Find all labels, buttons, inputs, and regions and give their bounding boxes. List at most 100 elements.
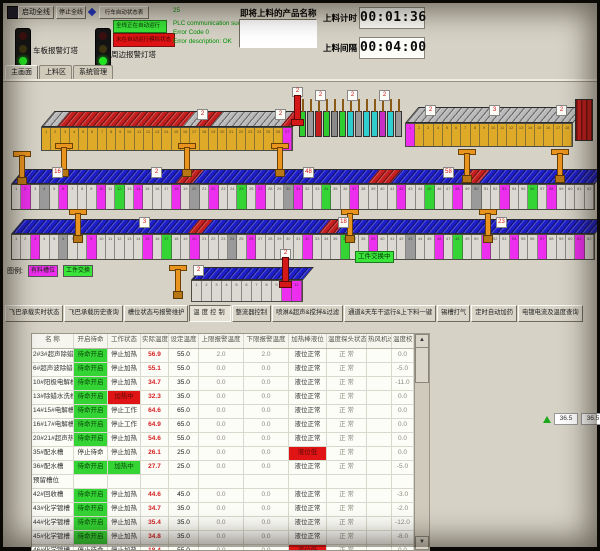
flag-marker: 3 xyxy=(139,217,150,228)
tank-slot: 29 xyxy=(274,235,285,259)
conveyor-end-cap xyxy=(575,99,593,141)
arrow-up-icon[interactable] xyxy=(543,415,551,423)
flag-marker: 2 xyxy=(151,167,162,178)
table-cell: 45#化学镀槽 xyxy=(32,531,74,544)
table-cell[interactable]: 停止加热 xyxy=(108,503,141,516)
tank-slot: 17 xyxy=(190,128,200,150)
bottom-tab[interactable]: 通道&天车干运行&上下料一键 xyxy=(344,305,437,322)
tank-slot: 1 xyxy=(406,124,416,146)
tank-slot: 7 xyxy=(68,235,78,259)
next-product-input[interactable] xyxy=(240,20,320,49)
table-cell: 64.6 xyxy=(141,405,169,418)
table-cell[interactable]: 待命开启 xyxy=(74,517,108,530)
scroll-down-arrow[interactable]: ▼ xyxy=(415,536,429,550)
tank-slot: 11 xyxy=(105,185,116,209)
table-cell[interactable] xyxy=(108,475,141,488)
bottom-tab[interactable]: 电镀电流及温度查询 xyxy=(518,305,583,322)
table-cell[interactable]: 待命开启 xyxy=(74,419,108,432)
stop-line-button[interactable]: 停止全线 xyxy=(56,6,86,19)
loading-interval-label: 上料间隔 xyxy=(323,43,358,53)
tab-system-admin[interactable]: 系统管理 xyxy=(73,65,113,79)
bottom-tab[interactable]: 飞巴承载历史查询 xyxy=(64,305,123,322)
bottom-tab[interactable]: 飞巴承载实时状态 xyxy=(5,305,64,322)
table-cell[interactable]: 待命开启 xyxy=(74,433,108,446)
table-cell[interactable]: 待命开启 xyxy=(74,531,108,544)
table-cell[interactable]: 停止加热 xyxy=(108,433,141,446)
temp-adjust-widget: 36.5 36.5 xyxy=(543,413,600,425)
tank-slot: 4 xyxy=(433,124,443,146)
tank-slot: 15 xyxy=(143,235,153,259)
table-cell[interactable]: 停止加热 xyxy=(108,363,141,376)
hoist-crane-icon xyxy=(479,209,497,243)
tank-slot: 4 xyxy=(69,128,80,150)
tank-slot: 3 xyxy=(424,124,434,146)
tank-slot: 28 xyxy=(265,235,275,259)
bottom-tab[interactable]: 喷淋&超声&搅拌&过滤 xyxy=(272,305,344,322)
tank-slot: 5 xyxy=(49,235,59,259)
bottom-tab[interactable]: 整流器控制 xyxy=(231,305,272,322)
table-cell[interactable]: 待命开启 xyxy=(74,489,108,502)
tank-slot: 10 xyxy=(96,235,106,259)
table-cell[interactable]: 待命开启 xyxy=(74,503,108,516)
tank-slot: 14 xyxy=(134,235,144,259)
perimeter-alarm-light-label: 周边报警灯塔 xyxy=(111,50,156,59)
bottom-tab[interactable]: 温度控制 xyxy=(189,305,231,322)
tank-slot: 56 xyxy=(528,235,538,259)
tank-slot: 14 xyxy=(525,124,536,146)
roof-segment xyxy=(478,170,597,183)
table-cell[interactable]: 待命开启 xyxy=(74,461,108,474)
table-cell: 0.0 xyxy=(244,447,289,460)
table-cell[interactable]: 停止加热 xyxy=(108,377,141,390)
table-cell xyxy=(367,517,392,530)
table-cell[interactable]: 停止工作 xyxy=(108,405,141,418)
scroll-up-arrow[interactable]: ▲ xyxy=(415,334,429,348)
table-cell: 液位正常 xyxy=(289,489,327,502)
table-cell[interactable]: 待命开启 xyxy=(74,405,108,418)
table-cell xyxy=(141,475,169,488)
machine-unit xyxy=(395,99,402,137)
tank-slot: 16 xyxy=(180,128,191,150)
transfer-crane-icon: 2 xyxy=(279,249,292,288)
table-cell[interactable]: 加热中 xyxy=(108,461,141,474)
crane-auto-status-button[interactable]: 行车自动状态表 xyxy=(99,6,149,19)
table-header-cell: 热风机过载 xyxy=(367,334,392,348)
tank-slot: 38 xyxy=(359,235,369,259)
table-cell[interactable]: 停止加热 xyxy=(108,349,141,362)
table-cell[interactable]: 待命开启 xyxy=(74,349,108,362)
hoist-crane-icon xyxy=(13,151,31,185)
tank-slot: 20 xyxy=(218,128,228,150)
table-cell[interactable]: 加热中 xyxy=(108,391,141,404)
scroll-thumb[interactable] xyxy=(415,347,429,383)
table-cell[interactable]: 停止加热 xyxy=(108,517,141,530)
tab-main-screen[interactable]: 主画面 xyxy=(5,65,38,79)
table-cell[interactable]: 待命开启 xyxy=(74,363,108,376)
tab-loading-area[interactable]: 上料区 xyxy=(39,65,72,79)
table-cell[interactable]: 停止加热 xyxy=(108,531,141,544)
table-cell: 0.0 xyxy=(244,419,289,432)
tank-slot: 10 xyxy=(488,124,499,146)
tank-slot: 12 xyxy=(143,128,154,150)
bottom-tab[interactable]: 锡槽打气 xyxy=(437,305,471,322)
tank-slot: 25 xyxy=(237,235,247,259)
table-cell: 液位正常 xyxy=(289,461,327,474)
table-cell[interactable]: 停止待命 xyxy=(74,545,108,550)
table-cell[interactable]: 待命开启 xyxy=(74,391,108,404)
table-cell[interactable]: 停止加热 xyxy=(108,545,141,550)
tank-slot: 13 xyxy=(124,185,135,209)
table-cell[interactable]: 停止工作 xyxy=(108,419,141,432)
table-cell[interactable]: 停止待命 xyxy=(74,447,108,460)
tank-slot: 47 xyxy=(443,185,454,209)
table-cell[interactable] xyxy=(74,475,108,488)
table-cell[interactable]: 停止加热 xyxy=(108,447,141,460)
table-cell: -5.0 xyxy=(392,461,414,474)
table-scrollbar[interactable]: ▲ ▼ xyxy=(414,333,430,551)
bottom-tab[interactable]: 槽位状态与报警维护 xyxy=(123,305,189,322)
table-cell[interactable]: 待命开启 xyxy=(74,377,108,390)
table-header-cell: 温度校准值 xyxy=(392,334,414,348)
tank-slot: 36 xyxy=(340,185,351,209)
start-line-button[interactable]: 启动全线 xyxy=(18,6,54,19)
bottom-tab[interactable]: 定时自动加药 xyxy=(471,305,518,322)
table-header-cell: 加热棒液位 xyxy=(289,334,327,348)
table-cell[interactable]: 停止加热 xyxy=(108,489,141,502)
